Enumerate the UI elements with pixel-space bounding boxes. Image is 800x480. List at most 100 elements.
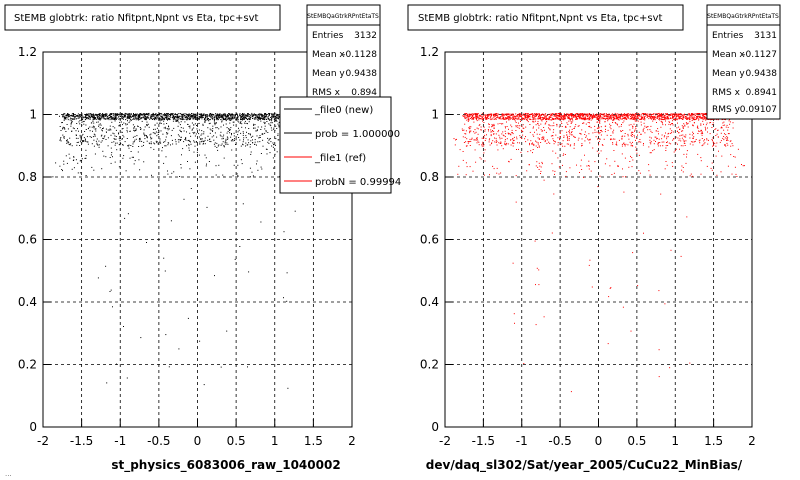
scatter-point xyxy=(198,117,200,119)
scatter-point xyxy=(125,123,127,125)
scatter-point xyxy=(100,135,102,137)
scatter-point xyxy=(196,128,198,130)
scatter-point xyxy=(155,116,157,118)
scatter-point xyxy=(108,117,110,118)
scatter-point xyxy=(668,132,670,134)
scatter-point xyxy=(262,118,263,120)
scatter-point xyxy=(610,114,612,116)
scatter-point xyxy=(201,140,203,142)
scatter-point xyxy=(469,130,471,132)
scatter-point xyxy=(567,139,569,141)
scatter-point xyxy=(546,121,548,123)
scatter-point xyxy=(576,113,578,115)
scatter-point xyxy=(177,134,179,136)
scatter-point xyxy=(511,132,513,134)
scatter-point xyxy=(201,138,203,140)
scatter-point xyxy=(121,114,123,116)
scatter-point xyxy=(706,122,708,124)
scatter-point xyxy=(498,129,500,131)
scatter-point xyxy=(609,115,611,117)
scatter-point xyxy=(249,146,251,148)
scatter-point xyxy=(525,136,526,138)
scatter-point xyxy=(662,124,664,126)
scatter-point xyxy=(175,120,177,122)
scatter-point xyxy=(268,123,270,125)
scatter-point xyxy=(91,122,93,124)
scatter-point xyxy=(116,149,118,151)
scatter-point xyxy=(241,118,243,119)
scatter-point xyxy=(654,117,656,119)
scatter-point xyxy=(483,136,485,138)
scatter-point xyxy=(237,120,239,122)
scatter-point xyxy=(114,127,116,129)
scatter-point xyxy=(273,167,274,169)
scatter-point xyxy=(633,113,635,115)
scatter-point xyxy=(80,138,82,140)
scatter-point xyxy=(165,136,167,138)
scatter-point xyxy=(198,133,200,135)
scatter-point xyxy=(166,123,168,124)
scatter-point xyxy=(225,117,227,119)
scatter-point xyxy=(469,115,471,117)
scatter-point xyxy=(226,142,228,144)
scatter-point xyxy=(150,147,152,149)
scatter-point xyxy=(634,120,636,122)
scatter-point xyxy=(597,117,598,119)
scatter-point xyxy=(716,174,718,176)
scatter-point xyxy=(71,120,73,122)
scatter-point xyxy=(215,118,217,120)
scatter-point xyxy=(119,121,121,123)
scatter-point xyxy=(726,139,727,141)
scatter-point xyxy=(179,139,181,141)
scatter-point xyxy=(723,121,725,123)
scatter-point xyxy=(565,175,567,177)
scatter-point xyxy=(137,118,139,120)
scatter-point xyxy=(97,144,99,146)
scatter-point xyxy=(484,130,486,132)
scatter-point xyxy=(110,119,112,121)
scatter-point xyxy=(84,157,86,159)
scatter-point xyxy=(217,119,219,121)
scatter-point xyxy=(520,113,522,115)
scatter-point xyxy=(678,113,680,115)
scatter-point xyxy=(671,123,672,125)
scatter-point xyxy=(177,120,179,122)
scatter-point xyxy=(556,115,558,117)
scatter-point xyxy=(79,114,81,116)
scatter-point xyxy=(508,118,510,120)
scatter-point xyxy=(209,115,211,117)
scatter-point xyxy=(557,118,559,120)
scatter-point xyxy=(587,117,589,119)
scatter-point xyxy=(574,115,576,117)
scatter-point xyxy=(180,115,182,117)
scatter-point xyxy=(519,142,520,144)
scatter-point xyxy=(150,143,152,145)
scatter-point xyxy=(464,116,466,118)
scatter-point xyxy=(514,119,515,121)
scatter-point xyxy=(581,118,583,120)
scatter-point xyxy=(563,113,565,115)
scatter-point xyxy=(92,136,94,138)
scatter-point xyxy=(192,118,194,120)
scatter-point xyxy=(91,143,93,145)
scatter-point xyxy=(621,135,623,137)
scatter-point xyxy=(131,119,132,121)
scatter-point xyxy=(489,138,491,140)
scatter-point xyxy=(121,138,123,140)
legend-entry: prob = 1.000000 xyxy=(315,129,400,140)
scatter-point xyxy=(257,114,259,116)
scatter-point xyxy=(205,117,206,118)
scatter-point xyxy=(259,116,261,118)
scatter-point xyxy=(166,117,168,119)
scatter-point xyxy=(118,132,119,134)
scatter-point xyxy=(251,112,253,114)
scatter-point xyxy=(198,116,200,117)
x-tick-label: -2 xyxy=(37,434,49,448)
scatter-point xyxy=(59,165,61,167)
scatter-point xyxy=(661,118,663,120)
scatter-point xyxy=(638,118,640,120)
scatter-point xyxy=(602,113,604,115)
scatter-point xyxy=(566,115,567,116)
scatter-point xyxy=(167,129,169,131)
scatter-point xyxy=(469,126,471,128)
